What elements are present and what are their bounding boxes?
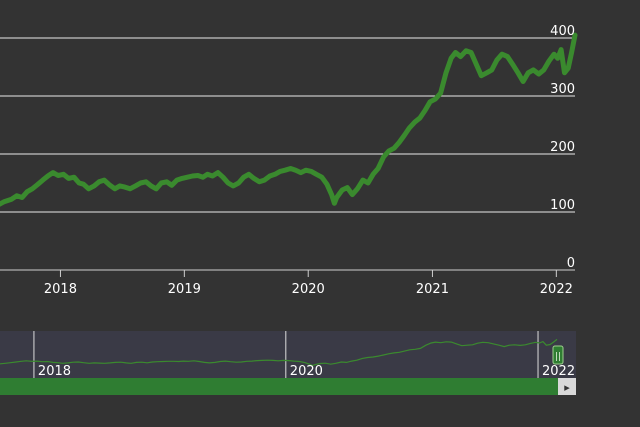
navigator-year-lines xyxy=(33,331,539,378)
y-tick-label: 100 xyxy=(550,198,575,213)
navigator-tick-label: 2022 xyxy=(542,364,575,379)
range-navigator[interactable]: 2018 2020 2022 || xyxy=(0,331,576,379)
navigator-series-line xyxy=(0,338,558,367)
navigator-series-group xyxy=(0,338,558,367)
y-tick-label: 400 xyxy=(550,24,575,39)
y-axis-tick-labels: 0 100 200 300 400 xyxy=(550,24,575,271)
x-tick-label: 2022 xyxy=(540,282,573,297)
handle-body[interactable] xyxy=(552,345,564,365)
navigator-right-handle[interactable]: || xyxy=(552,345,564,365)
navigator-scrollbar[interactable]: ▸ xyxy=(0,378,576,395)
x-axis-tick-labels: 2018 2019 2020 2021 2022 xyxy=(44,270,573,297)
price-series-line xyxy=(0,32,578,207)
y-tick-label: 0 xyxy=(567,256,575,271)
navigator-tick-labels: 2018 2020 2022 xyxy=(38,364,575,379)
y-tick-label: 200 xyxy=(550,140,575,155)
y-tick-label: 300 xyxy=(550,82,575,97)
navigator-tick-label: 2020 xyxy=(290,364,323,379)
scroll-right-arrow-icon[interactable]: ▸ xyxy=(564,381,570,394)
scrollbar-track[interactable] xyxy=(0,378,560,395)
main-series-group xyxy=(0,32,578,207)
handle-grip-icon[interactable]: || xyxy=(555,352,561,362)
x-tick-label: 2021 xyxy=(416,282,449,297)
navigator-tick-label: 2018 xyxy=(38,364,71,379)
navigator-background xyxy=(0,331,576,378)
x-tick-label: 2019 xyxy=(168,282,201,297)
x-tick-label: 2018 xyxy=(44,282,77,297)
scrollbar-right-button[interactable] xyxy=(558,378,576,395)
x-tick-label: 2020 xyxy=(292,282,325,297)
main-gridlines xyxy=(0,37,575,271)
